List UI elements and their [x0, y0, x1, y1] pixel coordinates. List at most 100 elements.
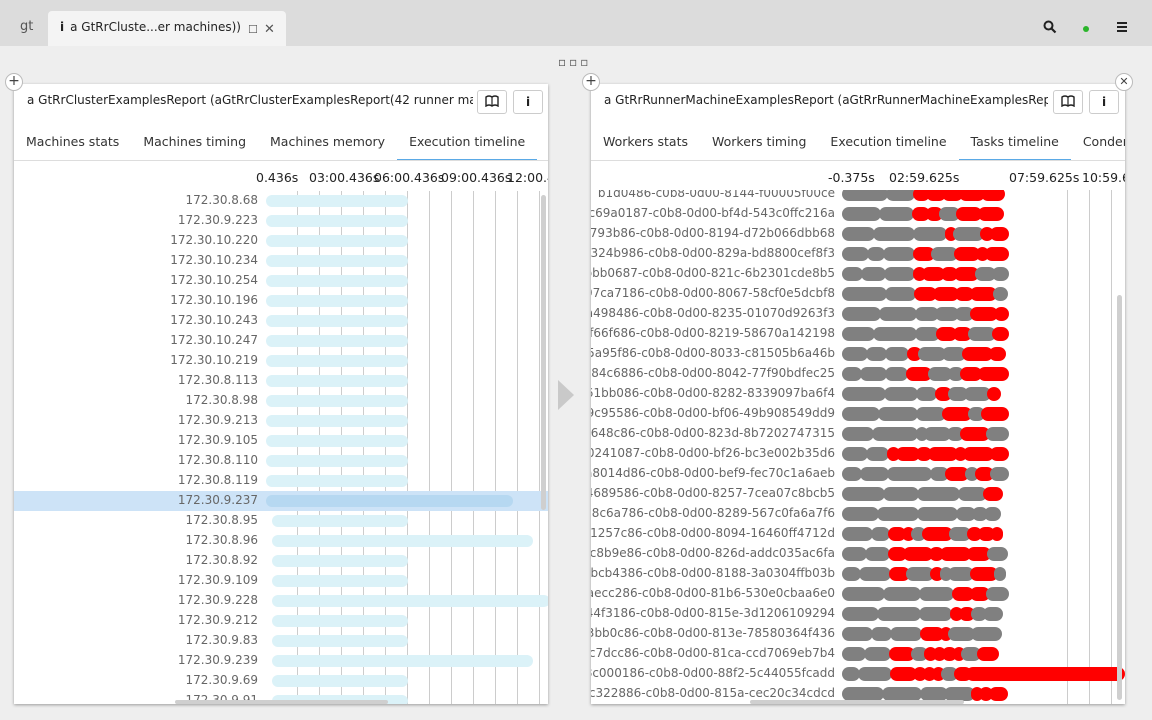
task-segment[interactable]	[903, 547, 933, 561]
machine-bar[interactable]	[266, 435, 408, 447]
task-segment[interactable]	[970, 567, 998, 581]
task-segment[interactable]	[987, 547, 1008, 561]
task-segment[interactable]	[949, 527, 971, 541]
task-segment[interactable]	[890, 667, 917, 681]
task-segment[interactable]	[913, 247, 935, 261]
right-tab-3[interactable]: Tasks timeline	[958, 121, 1071, 160]
machine-row[interactable]: 172.30.8.98	[14, 391, 548, 411]
task-segment[interactable]	[924, 427, 951, 441]
task-segment[interactable]	[990, 447, 1009, 461]
task-segment[interactable]	[930, 467, 949, 481]
worker-row[interactable]: a8014d86-c0b8-0d00-bef9-fec70c1a6aeb	[591, 464, 1125, 484]
task-segment[interactable]	[955, 287, 974, 301]
machine-row[interactable]: 172.30.8.96	[14, 531, 548, 551]
task-segment[interactable]	[922, 267, 945, 281]
task-segment[interactable]	[922, 527, 953, 541]
left-tab-3[interactable]: Execution timeline	[397, 121, 538, 160]
search-icon[interactable]	[1043, 20, 1057, 38]
pane-layout-icon[interactable]: ▫▫▫	[558, 55, 592, 69]
task-segment[interactable]	[990, 227, 1009, 241]
task-segment[interactable]	[890, 627, 922, 641]
machine-row[interactable]: 172.30.10.219	[14, 351, 548, 371]
task-segment[interactable]	[989, 347, 1006, 361]
task-segment[interactable]	[842, 307, 881, 321]
task-segment[interactable]	[941, 667, 958, 681]
machine-bar[interactable]	[271, 675, 408, 687]
task-segment[interactable]	[911, 647, 928, 661]
worker-row[interactable]: b1d0486-c0b8-0d00-8144-f00005f00ce	[591, 190, 1125, 204]
task-segment[interactable]	[990, 467, 1009, 481]
machine-bar[interactable]	[271, 595, 548, 607]
worker-row[interactable]: f44f3186-c0b8-0d00-815e-3d1206109294	[591, 604, 1125, 624]
left-book-icon[interactable]	[477, 90, 507, 114]
right-vertical-scrollbar[interactable]	[1117, 295, 1122, 700]
machine-row[interactable]: 172.30.9.212	[14, 611, 548, 631]
gt-home-tab[interactable]: gt	[10, 12, 44, 44]
machine-row[interactable]: 172.30.10.234	[14, 251, 548, 271]
task-segment[interactable]	[872, 427, 918, 441]
left-tab-0[interactable]: Machines stats	[26, 134, 120, 149]
machine-bar[interactable]	[266, 275, 408, 287]
machine-row[interactable]: 172.30.9.83	[14, 631, 548, 651]
task-segment[interactable]	[917, 507, 958, 521]
task-segment[interactable]	[953, 327, 972, 341]
machine-bar[interactable]	[266, 495, 514, 507]
machine-bar[interactable]	[266, 255, 408, 267]
machine-bar[interactable]	[266, 335, 408, 347]
machine-row[interactable]: 172.30.8.68	[14, 191, 548, 211]
task-segment[interactable]	[992, 267, 1009, 281]
machine-row[interactable]: 172.30.9.213	[14, 411, 548, 431]
right-inspect-icon[interactable]: i	[1089, 90, 1119, 114]
task-segment[interactable]	[978, 207, 1004, 221]
task-segment[interactable]	[842, 227, 875, 241]
machine-row[interactable]: 172.30.9.69	[14, 671, 548, 691]
task-segment[interactable]	[961, 647, 981, 661]
worker-row[interactable]: 93bb0c86-c0b8-0d00-813e-78580364f436	[591, 624, 1125, 644]
task-segment[interactable]	[955, 307, 974, 321]
task-segment[interactable]	[882, 687, 922, 701]
worker-row[interactable]: 6c322886-c0b8-0d00-815a-cec20c34cdcd	[591, 684, 1125, 704]
machine-bar[interactable]	[266, 235, 408, 247]
machine-row[interactable]: 172.30.9.228	[14, 591, 548, 611]
task-segment[interactable]	[886, 190, 915, 201]
task-segment[interactable]	[983, 607, 1003, 621]
task-segment[interactable]	[978, 527, 995, 541]
task-segment[interactable]	[964, 387, 991, 401]
task-segment[interactable]	[873, 327, 917, 341]
task-segment[interactable]	[916, 407, 946, 421]
task-segment[interactable]	[928, 367, 952, 381]
task-segment[interactable]	[859, 567, 891, 581]
machine-row[interactable]: 172.30.10.243	[14, 311, 548, 331]
machine-row[interactable]: 172.30.10.254	[14, 271, 548, 291]
task-segment[interactable]	[986, 427, 1009, 441]
task-segment[interactable]	[928, 447, 958, 461]
task-segment[interactable]	[842, 547, 867, 561]
task-segment[interactable]	[960, 427, 990, 441]
task-segment[interactable]	[981, 407, 1009, 421]
task-segment[interactable]	[915, 327, 940, 341]
task-segment[interactable]	[940, 547, 971, 561]
task-segment[interactable]	[947, 427, 964, 441]
task-segment[interactable]	[936, 327, 957, 341]
task-segment[interactable]	[942, 190, 963, 201]
worker-row[interactable]: 8aecc286-c0b8-0d00-81b6-530e0cbaa6e0	[591, 584, 1125, 604]
worker-row[interactable]: 8c000186-c0b8-0d00-88f2-5c44055fcadd	[591, 664, 1125, 684]
task-segment[interactable]	[885, 287, 916, 301]
machine-row[interactable]: 172.30.10.247	[14, 331, 548, 351]
task-segment[interactable]	[956, 507, 976, 521]
task-segment[interactable]	[842, 427, 874, 441]
task-segment[interactable]	[913, 227, 947, 241]
task-segment[interactable]	[883, 587, 921, 601]
task-segment[interactable]	[842, 667, 860, 681]
task-segment[interactable]	[877, 507, 919, 521]
right-tab-2[interactable]: Execution timeline	[830, 134, 947, 149]
task-segment[interactable]	[991, 527, 1003, 541]
machine-bar[interactable]	[266, 375, 408, 387]
worker-row[interactable]: b1257c86-c0b8-0d00-8094-16460ff4712d	[591, 524, 1125, 544]
machine-bar[interactable]	[271, 695, 408, 704]
machine-bar[interactable]	[271, 615, 408, 627]
menu-icon[interactable]	[1116, 21, 1128, 37]
task-segment[interactable]	[883, 487, 919, 501]
task-segment[interactable]	[983, 487, 1003, 501]
machine-bar[interactable]	[266, 295, 408, 307]
